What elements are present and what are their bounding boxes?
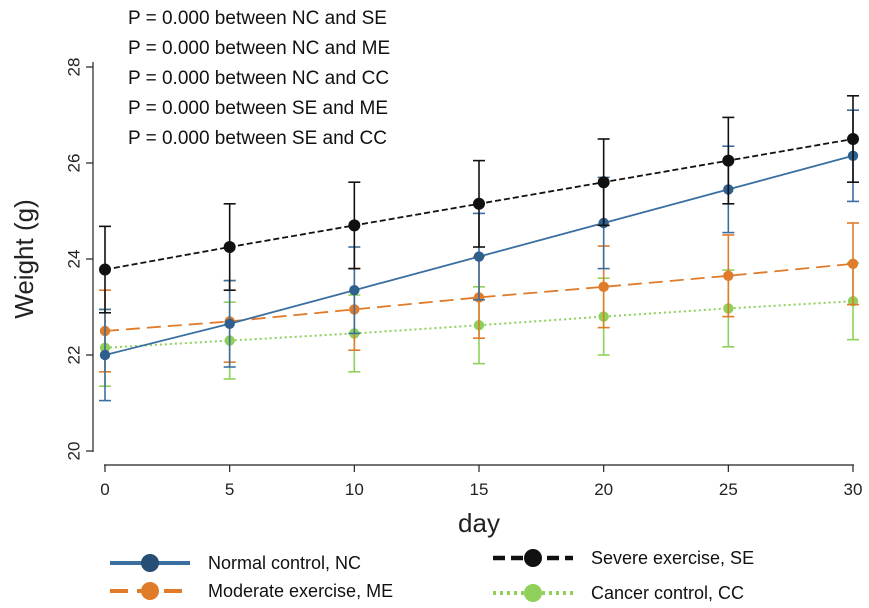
annotation: P = 0.000 between NC and SE: [128, 8, 387, 29]
data-point: [224, 318, 235, 329]
legend-label: Moderate exercise, ME: [208, 580, 394, 601]
legend-swatch-nc: [110, 554, 190, 572]
x-tick-label: 30: [844, 480, 863, 499]
data-point: [348, 219, 361, 232]
data-point: [99, 349, 111, 361]
legend-label: Cancer control, CC: [591, 582, 745, 603]
legend-label: Normal control, NC: [208, 552, 362, 573]
data-point: [723, 270, 734, 281]
data-point: [597, 176, 610, 189]
data-point: [847, 133, 859, 145]
y-tick-label: 20: [65, 442, 84, 461]
x-tick-label: 15: [470, 480, 489, 499]
y-axis-label: Weight (g): [9, 199, 39, 318]
x-tick-label: 5: [225, 480, 234, 499]
data-point: [473, 251, 485, 262]
data-point: [349, 285, 360, 296]
x-tick-label: 10: [345, 480, 364, 499]
legend-item: Cancer control, CC: [493, 581, 744, 605]
legend-swatch-me: [110, 582, 190, 600]
data-point: [473, 197, 485, 210]
legend-item: Normal control, NC: [110, 551, 361, 575]
y-tick-label: 28: [65, 58, 84, 77]
data-point: [847, 258, 859, 269]
series-2: [99, 95, 859, 314]
legend-item: Severe exercise, SE: [493, 546, 754, 570]
x-tick-label: 20: [594, 480, 613, 499]
y-tick-label: 22: [65, 346, 84, 365]
y-tick-label: 24: [65, 250, 84, 269]
x-tick-label: 25: [719, 480, 738, 499]
data-point: [99, 263, 111, 276]
annotation: P = 0.000 between SE and CC: [128, 128, 387, 149]
annotation: P = 0.000 between NC and ME: [128, 38, 391, 59]
legend-label: Severe exercise, SE: [591, 547, 755, 568]
data-point: [598, 281, 609, 293]
series-layer: [99, 95, 859, 402]
legend-item: Moderate exercise, ME: [110, 579, 393, 603]
data-point: [722, 154, 735, 167]
annotation: P = 0.000 between NC and CC: [128, 68, 390, 89]
annotation: P = 0.000 between SE and ME: [128, 98, 389, 119]
x-axis-label: day: [458, 508, 500, 538]
legend-swatch-cc: [493, 584, 573, 602]
y-tick-label: 26: [65, 154, 84, 173]
data-point: [223, 241, 236, 253]
axes: 20 22 24 26 28 0 5 10 15 20 25 30 day Weight (g): [9, 58, 862, 538]
legend-swatch-se: [493, 549, 573, 567]
x-tick-label: 0: [100, 480, 109, 499]
